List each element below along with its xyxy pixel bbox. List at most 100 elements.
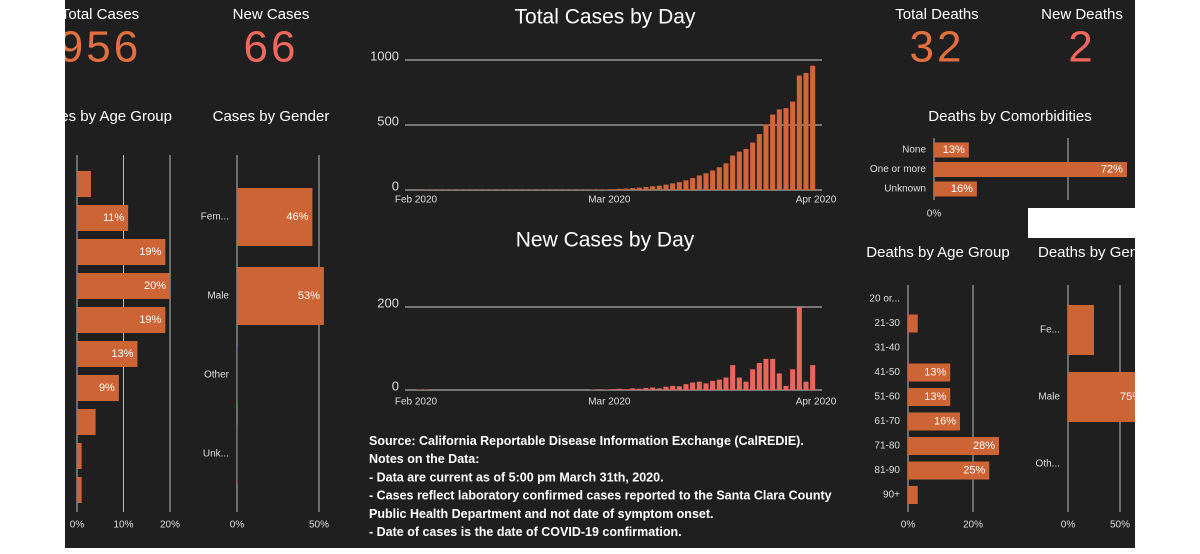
kpi-value: 2	[1068, 23, 1095, 72]
bar	[77, 443, 82, 469]
bar	[776, 109, 782, 190]
note-line: - Date of cases is the date of COVID-19 …	[369, 525, 682, 539]
y-tick-label: 0	[392, 378, 399, 393]
bar	[908, 388, 951, 406]
category-label: Other	[204, 370, 230, 381]
bar	[710, 380, 716, 390]
bar	[783, 108, 789, 190]
value-label: 46%	[286, 211, 308, 223]
bar	[934, 162, 1127, 177]
overlay-box	[1028, 208, 1135, 238]
value-label: 19%	[139, 314, 161, 326]
category-label: Unk...	[203, 449, 229, 460]
value-label: 16%	[934, 415, 956, 427]
chart-title: New Cases by Day	[516, 229, 695, 252]
value-label: 13%	[943, 144, 965, 156]
category-label: 20 or...	[869, 294, 900, 305]
bar	[696, 175, 702, 190]
bar	[630, 388, 636, 390]
value-label: 19%	[139, 246, 161, 258]
bar	[670, 385, 676, 390]
bar	[796, 307, 802, 390]
bar	[803, 73, 809, 190]
category-label: Fem...	[201, 212, 229, 223]
category-label: 81-90	[874, 465, 900, 476]
bar	[743, 381, 749, 390]
bar	[723, 163, 729, 190]
x-tick-label: 0%	[927, 209, 942, 220]
category-label: Fe...	[1040, 325, 1060, 336]
bar	[776, 373, 782, 390]
bar	[77, 341, 138, 367]
value-label: 9%	[99, 382, 115, 394]
value-label: 53%	[298, 290, 320, 302]
bar	[77, 409, 96, 435]
x-tick-label: 50%	[1110, 520, 1130, 531]
bar	[696, 381, 702, 390]
bar	[908, 412, 960, 431]
category-label: 31-40	[874, 343, 900, 354]
category-label: None	[902, 145, 926, 156]
bar	[703, 173, 709, 190]
value-label: 13%	[924, 391, 946, 403]
kpi-label: New Cases	[233, 6, 310, 23]
category-label: Male	[1038, 392, 1060, 403]
bar	[908, 486, 918, 504]
bar	[610, 389, 616, 390]
bar	[810, 365, 816, 390]
kpi-label: Total Cases	[61, 6, 139, 23]
bar	[908, 363, 951, 382]
x-tick-label: 0%	[901, 520, 916, 531]
bar	[736, 377, 742, 390]
bar	[663, 184, 669, 190]
bar	[756, 363, 762, 390]
bar	[716, 167, 722, 190]
bar	[663, 386, 669, 390]
bar	[690, 382, 696, 390]
bar	[610, 189, 616, 190]
bar	[783, 385, 789, 390]
x-tick-label: 0%	[230, 520, 245, 531]
value-label: 20%	[144, 280, 166, 292]
bar	[723, 377, 729, 390]
bar	[750, 142, 756, 190]
category-label: One or more	[870, 164, 927, 175]
bar	[630, 188, 636, 190]
y-tick-label: 1000	[370, 48, 399, 63]
chart-title: Total Cases by Day	[515, 6, 696, 29]
bar	[736, 151, 742, 190]
x-tick-label: Apr 2020	[796, 195, 837, 206]
bar	[908, 461, 990, 480]
bar	[603, 189, 609, 190]
bar	[237, 425, 238, 483]
bar	[636, 388, 642, 390]
bar	[730, 155, 736, 190]
bar	[716, 379, 722, 390]
bar	[237, 346, 238, 404]
y-tick-label: 500	[377, 113, 399, 128]
bar	[643, 387, 649, 390]
value-label: 25%	[963, 464, 985, 476]
bar	[756, 134, 762, 190]
chart-title: Cases by Age Group	[34, 108, 172, 125]
x-tick-label: Feb 2020	[395, 397, 438, 408]
value-label: 72%	[1101, 163, 1123, 175]
bar	[616, 188, 622, 190]
bar	[743, 149, 749, 190]
bar	[770, 358, 776, 390]
x-tick-label: Mar 2020	[588, 195, 631, 206]
category-label: 90+	[883, 490, 900, 501]
chart-title: Deaths by Age Group	[866, 244, 1009, 261]
x-tick-label: Mar 2020	[588, 397, 631, 408]
value-label: 13%	[111, 348, 133, 360]
kpi-value: 32	[910, 23, 965, 72]
note-line: Source: California Reportable Disease In…	[369, 434, 804, 448]
bar	[656, 388, 662, 390]
bar	[676, 182, 682, 190]
bar	[703, 383, 709, 390]
bar	[763, 358, 769, 390]
bar	[616, 388, 622, 390]
bar	[77, 239, 166, 265]
kpi-value: 66	[244, 23, 299, 72]
